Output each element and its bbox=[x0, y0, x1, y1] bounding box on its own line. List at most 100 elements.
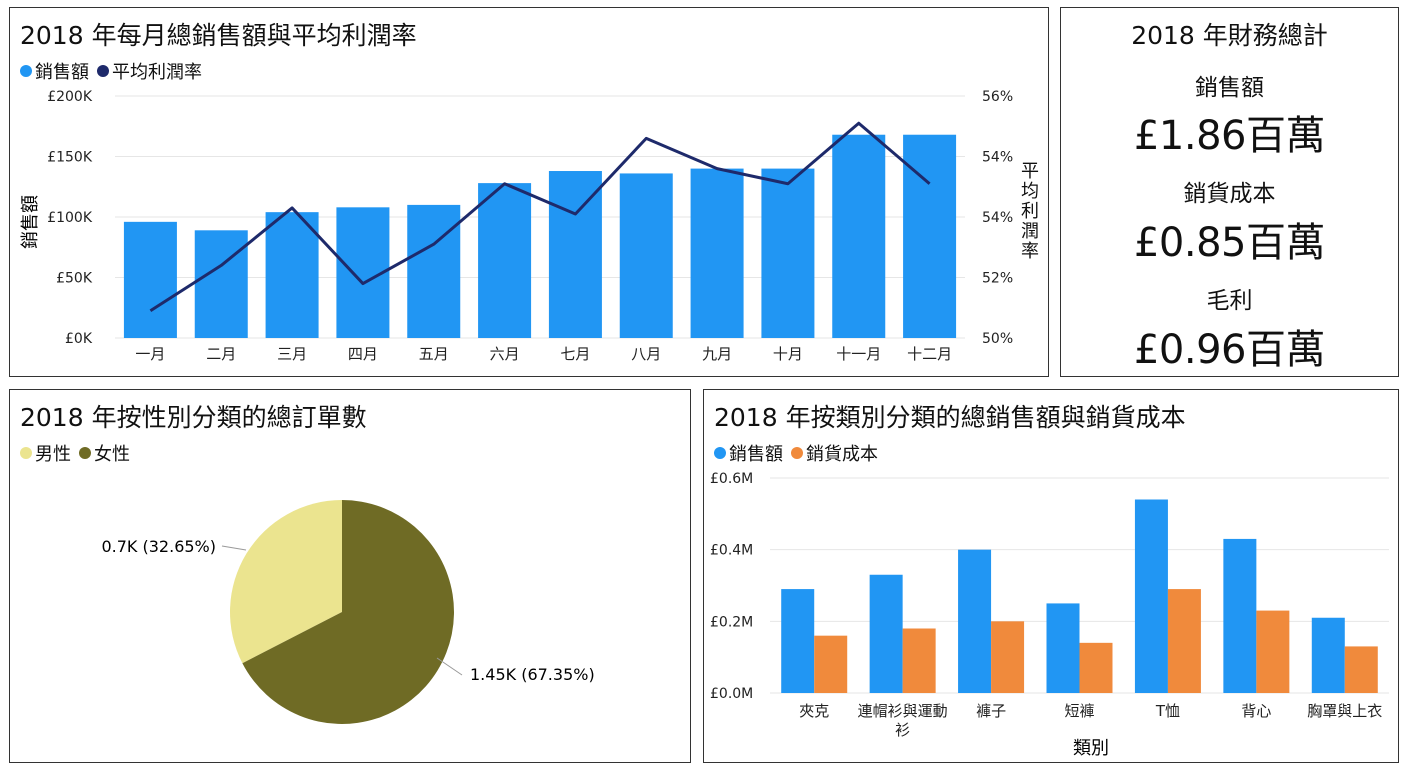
category-cogs-bar[interactable] bbox=[1344, 646, 1378, 693]
legend-label-female: 女性 bbox=[94, 444, 130, 465]
category-sales-bar[interactable] bbox=[869, 574, 903, 693]
category-panel: 2018 年按類別分類的總銷售額與銷貨成本 銷售額 銷貨成本 £0.6M £0.4… bbox=[703, 389, 1399, 763]
monthly-sales-bar[interactable] bbox=[407, 204, 461, 338]
category-cogs-bar[interactable] bbox=[1256, 610, 1290, 693]
category-cogs-bar[interactable] bbox=[1167, 589, 1201, 693]
monthly-y-tick-label: £200K bbox=[47, 89, 93, 105]
category-x-tick-label: 短褲 bbox=[1064, 702, 1094, 720]
legend-item-sales[interactable]: 銷售額 bbox=[20, 58, 89, 84]
category-chart-svg: £0.6M £0.4M £0.2M £0.0M 夾克 連帽衫與運動衫 褲子 短褲 T恤 背心 胸罩… bbox=[710, 471, 1389, 759]
monthly-x-tick-label: 四月 bbox=[348, 345, 378, 363]
monthly-x-tick-label: 十二月 bbox=[907, 345, 952, 363]
category-x-tick-label: 連帽衫與運動衫 bbox=[858, 702, 948, 739]
monthly-sales-bar[interactable] bbox=[265, 212, 319, 338]
monthly-y-tick-label: £50K bbox=[56, 271, 93, 287]
monthly-x-tick-label: 八月 bbox=[631, 345, 661, 363]
legend-item-margin[interactable]: 平均利潤率 bbox=[97, 58, 202, 84]
category-y-ticks: £0.6M £0.4M £0.2M £0.0M bbox=[710, 471, 753, 702]
category-bars bbox=[781, 499, 1378, 694]
category-y-tick-label: £0.0M bbox=[710, 686, 753, 702]
monthly-sales-bar[interactable] bbox=[619, 173, 673, 338]
category-sales-bar[interactable] bbox=[958, 549, 992, 693]
monthly-x-tick-label: 二月 bbox=[206, 345, 236, 363]
category-sales-bar[interactable] bbox=[1046, 603, 1080, 693]
kpi-sales-value: £1.86百萬 bbox=[1133, 113, 1326, 159]
legend-label-cat-sales: 銷售額 bbox=[729, 444, 783, 465]
pie-slice-female[interactable] bbox=[242, 500, 454, 724]
pie-label-female: 1.45K (67.35%) bbox=[470, 665, 595, 684]
monthly-sales-bar[interactable] bbox=[903, 134, 957, 338]
monthly-y2-tick-label: 52% bbox=[982, 271, 1013, 287]
category-sales-bar[interactable] bbox=[1134, 499, 1168, 694]
category-cogs-bar[interactable] bbox=[902, 628, 936, 694]
sales-legend-dot-icon bbox=[20, 65, 32, 77]
category-x-tick-label: 褲子 bbox=[976, 702, 1006, 720]
category-sales-bar[interactable] bbox=[781, 589, 815, 693]
monthly-x-tick-label: 七月 bbox=[560, 345, 590, 363]
monthly-legend: 銷售額 平均利潤率 bbox=[20, 58, 202, 84]
legend-label-male: 男性 bbox=[35, 444, 71, 465]
monthly-y-ticks: £200K £150K £100K £50K £0K bbox=[47, 89, 93, 347]
margin-legend-dot-icon bbox=[97, 65, 109, 77]
monthly-sales-bar[interactable] bbox=[761, 168, 815, 338]
pie-label-male: 0.7K (32.65%) bbox=[101, 537, 216, 556]
monthly-y-tick-label: £0K bbox=[65, 331, 93, 347]
category-cogs-bar[interactable] bbox=[814, 635, 848, 693]
category-x-tick-label: 夾克 bbox=[799, 702, 829, 720]
monthly-gridlines bbox=[115, 95, 965, 339]
legend-item-male[interactable]: 男性 bbox=[20, 440, 71, 466]
legend-label-margin: 平均利潤率 bbox=[112, 62, 202, 83]
cat-cogs-legend-dot-icon bbox=[791, 447, 803, 459]
category-y-tick-label: £0.2M bbox=[710, 614, 753, 630]
legend-item-cat-cogs[interactable]: 銷貨成本 bbox=[791, 440, 878, 466]
monthly-y2-axis-title: 平均利潤率 bbox=[1021, 161, 1039, 262]
monthly-y2-tick-label: 50% bbox=[982, 331, 1013, 347]
pie-slice-male[interactable] bbox=[230, 500, 342, 664]
kpi-panel: 2018 年財務總計 銷售額 £1.86百萬 銷貨成本 £0.85百萬 毛利 £… bbox=[1060, 7, 1399, 377]
legend-item-female[interactable]: 女性 bbox=[79, 440, 130, 466]
monthly-chart-title: 2018 年每月總銷售額與平均利潤率 bbox=[20, 21, 417, 50]
monthly-sales-bar[interactable] bbox=[548, 171, 602, 338]
monthly-margin-line bbox=[149, 121, 931, 313]
category-y-tick-label: £0.6M bbox=[710, 471, 753, 487]
category-x-tick-label: T恤 bbox=[1155, 702, 1180, 720]
category-sales-bar[interactable] bbox=[1223, 538, 1257, 693]
monthly-chart-svg: £200K £150K £100K £50K £0K 56% 54% 54% 52% 50% 一… bbox=[20, 89, 1013, 363]
monthly-sales-bar[interactable] bbox=[194, 230, 248, 338]
monthly-sales-bar[interactable] bbox=[478, 183, 532, 338]
monthly-y-tick-label: £100K bbox=[47, 210, 93, 226]
category-cogs-bar[interactable] bbox=[991, 621, 1025, 693]
pie-slices bbox=[230, 500, 454, 724]
category-x-ticks: 夾克 連帽衫與運動衫 褲子 短褲 T恤 背心 胸罩與上衣 bbox=[799, 702, 1382, 739]
gender-pie-svg: 0.7K (32.65%) 1.45K (67.35%) bbox=[101, 500, 595, 724]
category-x-tick-label: 胸罩與上衣 bbox=[1307, 702, 1382, 720]
category-chart-title: 2018 年按類別分類的總銷售額與銷貨成本 bbox=[714, 403, 1186, 432]
kpi-sales-label: 銷售額 bbox=[1195, 75, 1264, 101]
monthly-sales-panel: 2018 年每月總銷售額與平均利潤率 銷售額 平均利潤率 £200K £150K £… bbox=[9, 7, 1049, 377]
monthly-sales-bar[interactable] bbox=[690, 168, 744, 338]
kpi-profit-value: £0.96百萬 bbox=[1133, 327, 1326, 373]
category-cogs-bar[interactable] bbox=[1079, 642, 1113, 693]
margin-line-series[interactable] bbox=[149, 121, 931, 313]
male-leader-line bbox=[221, 545, 247, 551]
monthly-x-tick-label: 六月 bbox=[490, 345, 520, 363]
monthly-sales-bar[interactable] bbox=[832, 134, 886, 338]
cat-sales-legend-dot-icon bbox=[714, 447, 726, 459]
female-legend-dot-icon bbox=[79, 447, 91, 459]
category-sales-bar[interactable] bbox=[1311, 617, 1345, 693]
monthly-y2-ticks: 56% 54% 54% 52% 50% bbox=[982, 89, 1013, 347]
monthly-y-axis-title: 銷售額 bbox=[20, 195, 41, 249]
monthly-x-tick-label: 五月 bbox=[419, 345, 449, 363]
monthly-sales-bar[interactable] bbox=[123, 221, 177, 338]
legend-item-cat-sales[interactable]: 銷售額 bbox=[714, 440, 783, 466]
kpi-cogs-value: £0.85百萬 bbox=[1133, 220, 1326, 266]
legend-label-cat-cogs: 銷貨成本 bbox=[806, 444, 878, 465]
legend-label-sales: 銷售額 bbox=[35, 62, 89, 83]
monthly-bars bbox=[123, 134, 957, 338]
monthly-y2-tick-label: 56% bbox=[982, 89, 1013, 105]
female-leader-line bbox=[436, 657, 463, 676]
monthly-x-tick-label: 三月 bbox=[277, 345, 307, 363]
monthly-x-tick-label: 一月 bbox=[135, 345, 165, 363]
kpi-profit-label: 毛利 bbox=[1206, 288, 1253, 314]
kpi-cogs-label: 銷貨成本 bbox=[1183, 181, 1276, 207]
